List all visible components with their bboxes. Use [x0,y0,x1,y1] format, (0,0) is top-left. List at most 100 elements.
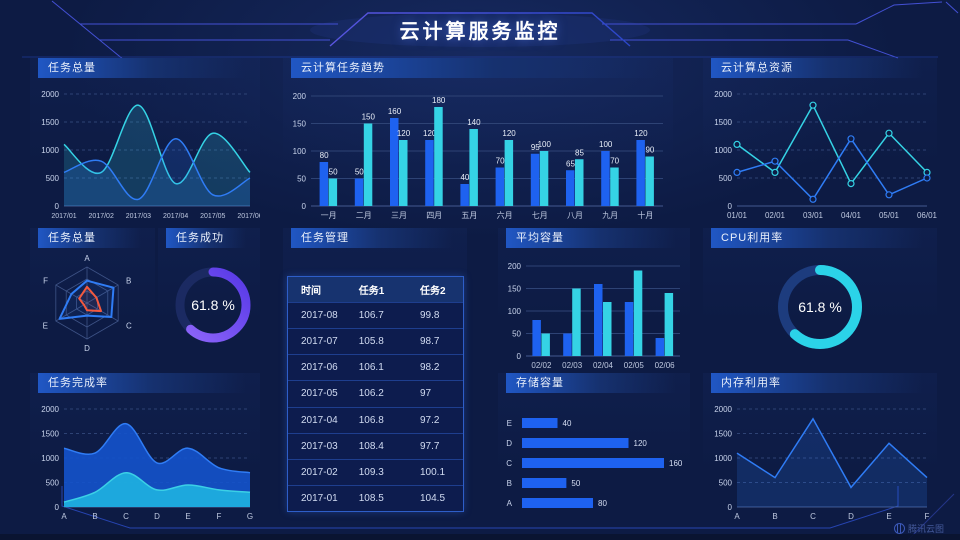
svg-text:90: 90 [645,146,654,155]
svg-text:500: 500 [46,174,60,183]
line-svg: 0 500 1000 1500 2000 2017/01 2017/02 2017/03 201… [41,90,263,220]
svg-text:100: 100 [508,307,522,316]
svg-text:150: 150 [362,113,376,122]
svg-text:120: 120 [397,129,411,138]
svg-text:C: C [126,322,132,331]
radar-svg: A B C D E F [43,254,132,353]
svg-text:0: 0 [517,352,522,361]
svg-text:B: B [772,512,777,521]
svg-text:80: 80 [598,499,607,508]
svg-text:1000: 1000 [714,146,732,155]
svg-text:04/01: 04/01 [841,211,862,220]
svg-text:C: C [810,512,816,521]
panel-completion: 任务完成率 0 500 1000 1500 2000 A B C D E F G [30,373,260,523]
svg-text:1500: 1500 [714,430,732,439]
avg-capacity-bar-chart: 0 50 100 150 200 02/02 02/03 02/04 02/05 02/06 [498,250,690,372]
svg-text:61.8 %: 61.8 % [798,299,842,315]
svg-text:150: 150 [293,120,307,129]
svg-text:0: 0 [728,503,733,512]
table-cell: 106.7 [358,310,384,322]
panel-title-task-table: 任务管理 [291,228,453,248]
table-header-cell: 时间 [301,286,321,298]
table-cell: 98.2 [420,362,440,374]
svg-text:0: 0 [55,503,60,512]
watermark-logo: 腾讯云图 [893,522,944,535]
memory-line-chart: 0 500 1000 1500 2000 A B C D E F [703,395,937,523]
task-trend-bar-chart: 0 50 100 150 200 一月 80 50 二月 50 150 三月 160 120 四月 120 18… [283,80,673,222]
table-row: 2017-03 108.4 97.7 [288,432,463,459]
svg-text:九月: 九月 [602,211,618,220]
hbar-svg: E 40 D 120 C 160 B 50 A 80 [506,418,683,508]
svg-text:50: 50 [355,168,364,177]
svg-text:0: 0 [302,202,307,211]
svg-text:二月: 二月 [356,211,372,220]
table-cell: 98.7 [420,336,440,348]
svg-text:A: A [507,499,513,508]
table-cell: 2017-08 [301,310,338,322]
donut-svg: 61.8 % [175,267,251,343]
table-row: 2017-08 106.7 99.8 [288,302,463,328]
svg-text:95: 95 [531,143,540,152]
svg-text:十月: 十月 [637,210,653,220]
panel-title-total-resource: 云计算总资源 [711,58,923,78]
table-header-row: 时间 任务1 任务2 [288,277,463,303]
table-row: 2017-01 108.5 104.5 [288,484,463,511]
svg-text:七月: 七月 [532,211,548,220]
panel-title-task-total-line: 任务总量 [38,58,246,78]
line-svg: 0 500 1000 1500 2000 A B C D E F [714,405,929,521]
svg-text:50: 50 [512,330,521,339]
svg-text:B: B [507,479,512,488]
svg-text:02/04: 02/04 [593,361,614,370]
panel-task-total-line: 任务总量 0 500 1000 1500 2000 2017/01 2017/02 2017/… [30,58,263,222]
svg-text:65: 65 [566,159,575,168]
svg-text:D: D [154,512,160,521]
watermark-text: 腾讯云图 [907,524,944,534]
page-title: 云计算服务监控 [399,21,561,43]
svg-text:D: D [506,439,512,448]
svg-text:1000: 1000 [41,454,59,463]
svg-text:五月: 五月 [461,211,477,220]
panel-memory: 内存利用率 0 500 1000 1500 2000 A B C D E F [703,373,937,523]
table-row: 2017-02 109.3 100.1 [288,458,463,485]
task-table-container: 时间 任务1 任务2 2017-08 106.7 99.8 2017-07 105.8 98.7… [283,250,467,520]
svg-text:2000: 2000 [714,405,732,414]
task-total-line-chart: 0 500 1000 1500 2000 2017/01 2017/02 2017/03 201… [30,80,263,222]
table-cell: 105.8 [358,336,384,348]
svg-text:02/06: 02/06 [655,361,676,370]
table-cell: 2017-05 [301,388,338,400]
svg-text:40: 40 [460,173,469,182]
svg-text:E: E [185,512,190,521]
svg-text:80: 80 [320,151,329,160]
table-cell: 100.1 [420,466,446,478]
svg-text:160: 160 [669,459,683,468]
table-cell: 97 [420,388,432,400]
bar-svg: 0 50 100 150 200 02/02 02/03 02/04 02/05 02/06 [508,262,680,370]
svg-text:0: 0 [55,202,60,211]
svg-text:100: 100 [538,140,552,149]
svg-text:500: 500 [719,479,733,488]
table-row: 2017-07 105.8 98.7 [288,328,463,354]
task-radar-chart: A B C D E F [30,248,155,372]
table-cell: 97.7 [420,440,440,452]
svg-text:D: D [84,344,90,353]
svg-text:F: F [217,512,222,521]
cloud-logo-icon [893,523,905,534]
svg-text:50: 50 [297,175,306,184]
svg-text:120: 120 [423,129,437,138]
svg-text:2017/03: 2017/03 [126,213,151,220]
svg-text:1500: 1500 [714,118,732,127]
panel-title-cpu-usage: CPU利用率 [711,228,923,248]
table-cell: 2017-04 [301,414,338,426]
svg-text:1500: 1500 [41,430,59,439]
panel-storage: 存储容量 E 40 D 120 C 160 B 50 A 80 [498,373,690,523]
svg-text:F: F [43,277,48,286]
panel-total-resource: 云计算总资源 0 500 1000 1500 2000 01/01 02/01 03/01 04… [703,58,938,222]
svg-text:150: 150 [508,285,522,294]
table-cell: 106.1 [358,362,384,374]
svg-text:B: B [92,512,97,521]
svg-text:85: 85 [575,148,584,157]
table-cell: 99.8 [420,310,440,322]
area-svg: 0 500 1000 1500 2000 A B C D E F G [41,405,253,521]
table-cell: 108.5 [358,492,384,504]
